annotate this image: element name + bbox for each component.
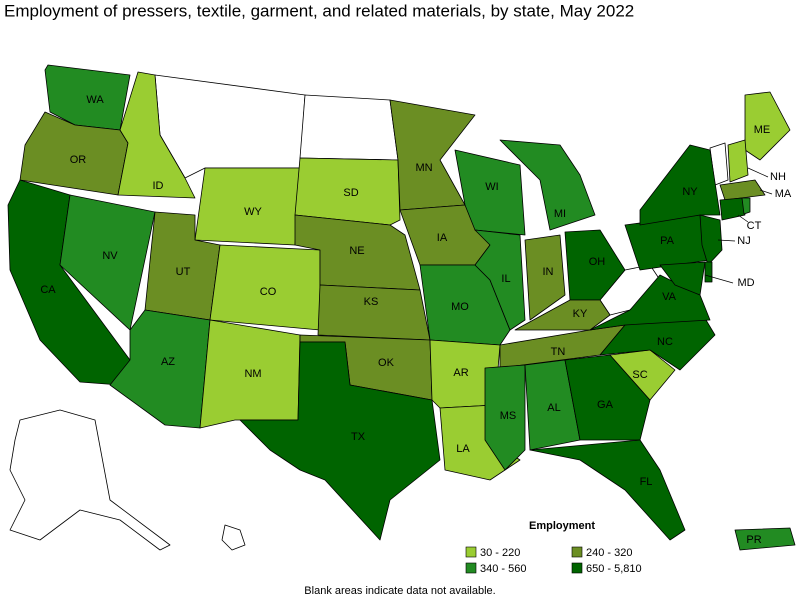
- state-label: OH: [589, 256, 606, 268]
- state: [499, 139, 596, 231]
- leader-line: [759, 189, 773, 195]
- legend-label: 30 - 220: [480, 547, 520, 559]
- state-label: FL: [640, 476, 653, 488]
- state-label: AL: [547, 402, 560, 414]
- state-label: KS: [364, 296, 379, 308]
- state-label: NC: [657, 336, 673, 348]
- state-label: MD: [737, 277, 754, 289]
- state-label: IN: [543, 266, 554, 278]
- state-label: ID: [153, 180, 164, 192]
- state-label: MO: [451, 301, 469, 313]
- legend-swatch: [465, 546, 477, 558]
- state: [474, 229, 526, 331]
- legend-label: 340 - 560: [480, 563, 526, 575]
- state-label: MA: [775, 188, 792, 200]
- state: [734, 527, 796, 551]
- state-label: NH: [770, 171, 786, 183]
- leader-line: [704, 274, 734, 284]
- state: [117, 71, 196, 199]
- state-label: AR: [453, 367, 468, 379]
- state: [484, 364, 526, 471]
- state-label: MN: [415, 162, 432, 174]
- state: [719, 197, 746, 221]
- state: [659, 261, 706, 296]
- state-montana: [154, 74, 306, 179]
- legend-label: 240 - 320: [586, 547, 632, 559]
- state-label: PR: [746, 534, 761, 546]
- state-delaware: [704, 261, 713, 283]
- state-label: KY: [573, 308, 588, 320]
- legend-swatch: [465, 562, 477, 574]
- state: [564, 229, 626, 301]
- map-title: Employment of pressers, textile, garment…: [4, 1, 634, 20]
- state: [639, 144, 721, 226]
- state-label: NY: [682, 186, 698, 198]
- state-label: AZ: [161, 356, 175, 368]
- state: [719, 179, 766, 201]
- state-label: NE: [349, 245, 364, 257]
- state: [294, 157, 401, 226]
- footnote: Blank areas indicate data not available.: [304, 585, 495, 597]
- state-label: SC: [632, 369, 647, 381]
- state: [727, 139, 749, 183]
- legend-swatch: [571, 562, 583, 574]
- legend: Employment 30 - 220 240 - 320 340 - 560 …: [465, 520, 642, 575]
- state-label: WY: [244, 206, 262, 218]
- state-alaska: [9, 409, 171, 551]
- state-label: ME: [754, 124, 771, 136]
- state: [317, 284, 431, 341]
- state-label: IL: [501, 273, 510, 285]
- state-label: PA: [660, 235, 675, 247]
- state: [514, 299, 611, 331]
- state-label: LA: [456, 443, 470, 455]
- state-label: OK: [378, 357, 395, 369]
- state-labels: WA OR CA NV ID WY UT AZ CO NM SD NE KS O…: [40, 94, 792, 546]
- state-label: NV: [102, 250, 118, 262]
- state-label: MS: [500, 410, 517, 422]
- state-label: WA: [86, 94, 104, 106]
- state-label: UT: [176, 266, 191, 278]
- state-hawaii: [221, 524, 246, 551]
- state-label: NM: [244, 368, 261, 380]
- state-rhode-island: [741, 197, 751, 215]
- state-label: TX: [351, 431, 366, 443]
- state-label: TN: [551, 346, 566, 358]
- leader-line: [717, 239, 736, 242]
- state-label: CA: [40, 284, 56, 296]
- state-label: CT: [747, 220, 762, 232]
- state-label: OR: [70, 154, 87, 166]
- leader-line: [747, 167, 769, 178]
- state: [109, 309, 211, 429]
- state-north-dakota: [299, 94, 399, 161]
- state-label: WI: [485, 181, 498, 193]
- state-label: GA: [597, 399, 614, 411]
- state-label: MI: [554, 208, 566, 220]
- state-label: SD: [343, 187, 358, 199]
- legend-swatch: [571, 546, 583, 558]
- state-label: CO: [260, 286, 277, 298]
- states: [7, 64, 796, 551]
- leader-line: [737, 214, 749, 223]
- state-label: VA: [662, 291, 677, 303]
- state: [239, 341, 441, 541]
- state-label: NJ: [737, 235, 750, 247]
- legend-label: 650 - 5,810: [586, 563, 642, 575]
- state: [524, 234, 566, 321]
- state: [699, 214, 723, 266]
- legend-title: Employment: [529, 520, 595, 532]
- state: [529, 439, 686, 541]
- state-label: IA: [437, 232, 448, 244]
